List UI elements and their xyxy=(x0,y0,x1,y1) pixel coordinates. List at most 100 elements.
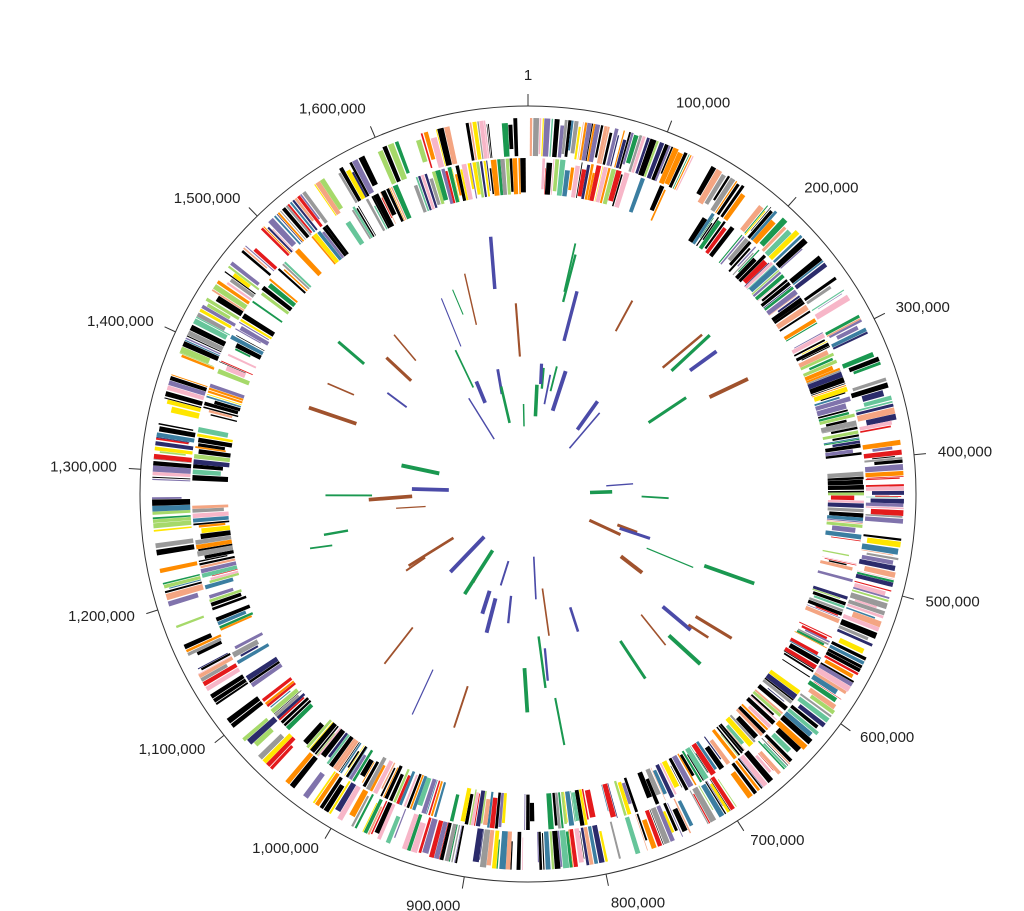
feature xyxy=(422,818,438,854)
feature xyxy=(163,575,201,589)
feature xyxy=(253,727,274,747)
feature xyxy=(759,217,788,247)
tick-label: 1,400,000 xyxy=(87,313,154,330)
feature xyxy=(242,717,269,742)
feature xyxy=(704,745,725,770)
feature xyxy=(309,721,334,750)
feature xyxy=(614,172,630,209)
feature xyxy=(825,419,847,427)
feature xyxy=(475,790,486,827)
feature xyxy=(269,745,294,770)
feature xyxy=(241,313,276,337)
feature xyxy=(555,792,561,829)
feature xyxy=(576,162,583,198)
feature xyxy=(198,449,231,458)
feature xyxy=(765,673,798,700)
feature xyxy=(277,268,306,294)
tick-mark xyxy=(840,723,851,732)
feature xyxy=(200,653,231,671)
feature xyxy=(420,174,435,210)
feature xyxy=(861,543,899,555)
feature xyxy=(185,337,221,355)
tick-label: 1,500,000 xyxy=(174,190,241,207)
feature xyxy=(592,824,605,864)
feature xyxy=(390,186,407,221)
feature xyxy=(866,537,901,548)
feature xyxy=(606,128,619,166)
feature xyxy=(226,696,261,724)
feature xyxy=(668,757,689,791)
feature xyxy=(152,504,191,512)
inner-feature xyxy=(568,412,601,449)
feature xyxy=(489,797,498,829)
feature xyxy=(827,499,864,504)
inner-feature xyxy=(619,554,644,575)
feature xyxy=(165,584,204,601)
inner-feature xyxy=(619,640,647,680)
feature xyxy=(196,640,223,656)
tick-label: 1,000,000 xyxy=(252,840,319,857)
feature xyxy=(720,236,745,265)
feature xyxy=(602,168,617,205)
feature xyxy=(744,210,766,236)
feature xyxy=(812,588,841,600)
feature xyxy=(842,614,880,632)
feature xyxy=(865,413,897,426)
feature xyxy=(487,123,493,158)
feature xyxy=(785,322,818,342)
feature xyxy=(412,775,428,811)
feature xyxy=(266,682,296,707)
feature xyxy=(196,433,233,443)
feature xyxy=(838,625,869,641)
feature xyxy=(152,509,191,515)
feature xyxy=(270,688,299,714)
feature xyxy=(818,411,850,422)
feature xyxy=(812,585,848,600)
inner-feature xyxy=(463,273,478,325)
feature xyxy=(209,383,245,399)
inner-feature xyxy=(667,633,702,666)
feature xyxy=(247,716,278,745)
feature xyxy=(704,173,726,205)
inner-feature xyxy=(533,384,539,417)
feature xyxy=(852,586,890,600)
feature xyxy=(565,831,573,868)
feature xyxy=(711,728,737,760)
feature xyxy=(184,339,220,357)
feature xyxy=(599,167,611,204)
feature xyxy=(827,471,864,479)
feature xyxy=(615,139,627,169)
feature xyxy=(703,736,722,760)
feature xyxy=(203,406,239,418)
feature xyxy=(201,304,236,327)
feature xyxy=(696,741,718,770)
tick-mark xyxy=(787,196,797,207)
feature xyxy=(250,663,283,688)
inner-feature xyxy=(488,236,497,290)
feature xyxy=(815,396,851,411)
feature xyxy=(757,740,786,770)
feature xyxy=(709,783,730,813)
feature xyxy=(541,118,544,157)
feature xyxy=(230,334,264,356)
inner-feature xyxy=(514,303,521,357)
feature xyxy=(809,694,836,715)
feature xyxy=(768,669,801,695)
feature xyxy=(556,159,566,196)
feature xyxy=(469,122,477,161)
feature xyxy=(758,753,774,771)
feature xyxy=(508,124,514,150)
feature xyxy=(596,125,608,164)
feature xyxy=(362,761,380,788)
feature xyxy=(693,793,711,824)
feature xyxy=(544,162,553,195)
feature xyxy=(645,778,660,805)
feature xyxy=(486,124,491,159)
feature xyxy=(227,353,257,369)
inner-feature xyxy=(575,400,600,431)
feature xyxy=(670,765,683,788)
tick-label: 1,600,000 xyxy=(299,100,366,117)
feature xyxy=(352,158,375,195)
feature xyxy=(681,750,703,783)
